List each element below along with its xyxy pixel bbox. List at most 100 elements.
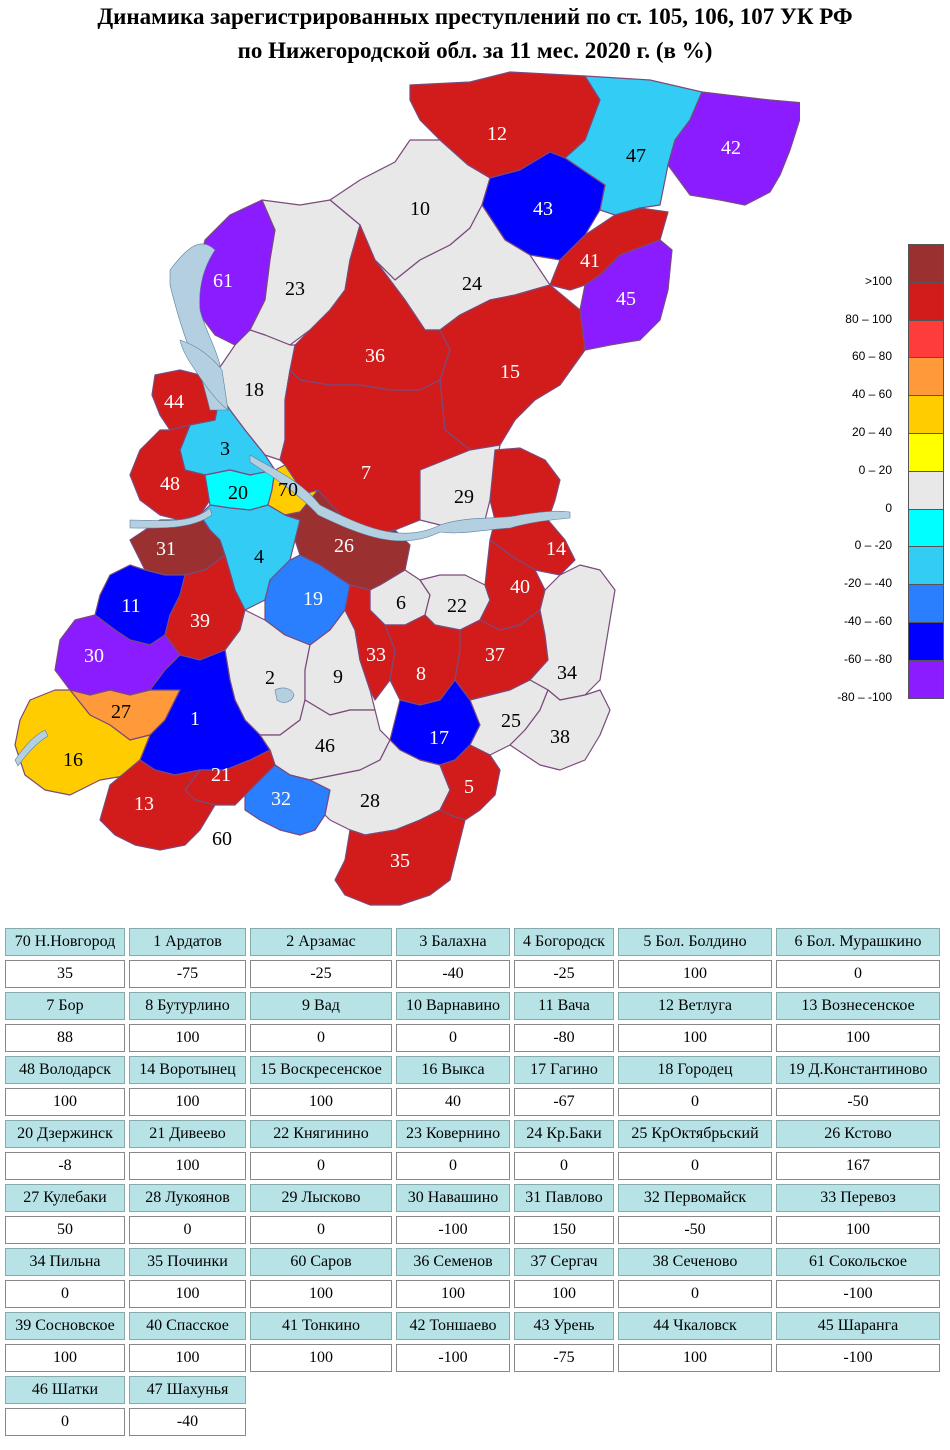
district-name-cell: 11 Вача [514,992,614,1020]
water-body-5 [274,687,295,703]
table-value-row: 35 -75 -25 -40 -25 100 0 [3,958,947,990]
title-line-1: Динамика зарегистрированных преступлений… [97,4,853,29]
legend-label: >100 [864,273,892,288]
district-label-47: 47 [626,145,646,167]
district-name-cell: 33 Перевоз [776,1184,940,1212]
district-table: 70 Н.Новгород 1 Ардатов 2 Арзамас 3 Балахна… [3,926,947,1438]
district-value-cell: 100 [250,1280,392,1308]
legend-swatch [908,281,944,321]
district-value-cell: 0 [5,1408,125,1436]
district-name-cell: 27 Кулебаки [5,1184,125,1212]
district-label-16: 16 [63,749,83,771]
district-value-cell: 0 [396,1152,510,1180]
legend-swatch [908,470,944,510]
district-label-43: 43 [533,198,553,220]
district-name-cell: 12 Ветлуга [618,992,772,1020]
district-value-cell: -75 [129,960,246,988]
district-name-cell: 70 Н.Новгород [5,928,125,956]
district-value-cell: 100 [129,1344,246,1372]
district-value-cell: 0 [250,1152,392,1180]
district-name-cell: 22 Княгинино [250,1120,392,1148]
water-body-4 [14,729,49,767]
district-label-37: 37 [485,644,505,666]
district-value-cell: 50 [5,1216,125,1244]
district-name-cell: 25 КрОктябрьский [618,1120,772,1148]
table-header-row: 46 Шатки 47 Шахунья [3,1374,947,1406]
district-label-34: 34 [557,662,577,684]
table-header-row: 7 Бор 8 Бутурлино 9 Вад 10 Варнавино 11 Вача… [3,990,947,1022]
district-name-cell: 20 Дзержинск [5,1120,125,1148]
district-value-cell: -100 [396,1216,510,1244]
district-label-21: 21 [211,764,231,786]
legend-label: -60 – -80 [843,651,892,666]
district-value-cell: -40 [129,1408,246,1436]
legend-label: 60 – 80 [851,349,892,364]
district-name-cell: 7 Бор [5,992,125,1020]
district-value-cell: 100 [250,1088,392,1116]
district-label-61: 61 [213,270,233,292]
legend-label: 80 – 100 [845,311,892,326]
district-label-44: 44 [164,391,184,413]
district-name-cell: 38 Сеченово [618,1248,772,1276]
district-value-cell: 100 [776,1024,940,1052]
district-label-36: 36 [365,345,385,367]
district-label-29: 29 [454,486,474,508]
district-region-13 [99,759,216,851]
district-value-cell: 100 [776,1216,940,1244]
district-label-39: 39 [190,610,210,632]
district-name-cell: 34 Пильна [5,1248,125,1276]
district-label-27: 27 [111,701,131,723]
district-name-cell: 60 Саров [250,1248,392,1276]
table-value-row: 50 0 0 -100 150 -50 100 [3,1214,947,1246]
district-value-cell: 0 [618,1152,772,1180]
legend-label: -80 – -100 [837,689,892,704]
map-legend: >100 80 – 100 60 – 80 40 – 60 20 – 40 0 – 20 0… [820,244,950,704]
district-label-12: 12 [487,123,507,145]
district-label-13: 13 [134,793,154,815]
district-name-cell: 47 Шахунья [129,1376,246,1404]
district-name-cell: 17 Гагино [514,1056,614,1084]
legend-swatch [908,357,944,397]
district-label-6: 6 [396,592,406,614]
district-value-cell: 100 [129,1280,246,1308]
district-label-38: 38 [550,726,570,748]
district-name-cell: 48 Володарск [5,1056,125,1084]
district-label-46: 46 [315,735,335,757]
district-label-22: 22 [447,595,467,617]
district-label-5: 5 [464,776,474,798]
legend-swatch [908,319,944,359]
district-value-cell: -8 [5,1152,125,1180]
district-value-cell: 0 [250,1216,392,1244]
district-name-cell: 8 Бутурлино [129,992,246,1020]
district-name-cell: 13 Вознесенское [776,992,940,1020]
legend-swatch [908,622,944,661]
table-value-row: 88 100 0 0 -80 100 100 [3,1022,947,1054]
district-value-cell: 0 [618,1280,772,1308]
district-label-11: 11 [121,595,140,617]
legend-swatch [908,244,944,283]
district-name-cell: 9 Вад [250,992,392,1020]
map-title: Динамика зарегистрированных преступлений… [0,0,950,68]
water-body-3 [129,507,213,529]
district-value-cell: 0 [776,960,940,988]
district-region-5 [439,744,501,821]
legend-label: 40 – 60 [851,387,892,402]
map-water [14,243,571,767]
district-value-cell: 40 [396,1088,510,1116]
district-value-cell: 100 [618,1024,772,1052]
district-label-1: 1 [190,708,200,730]
legend-swatch [908,584,944,623]
district-value-cell: -80 [514,1024,614,1052]
table-header-row: 70 Н.Новгород 1 Ардатов 2 Арзамас 3 Балахна… [3,926,947,958]
district-label-35: 35 [390,850,410,872]
district-value-cell: 100 [618,1344,772,1372]
legend-swatch [908,395,944,434]
district-name-cell: 45 Шаранга [776,1312,940,1340]
district-label-60: 60 [212,828,232,850]
district-name-cell: 15 Воскресенское [250,1056,392,1084]
district-value-cell: 0 [396,1024,510,1052]
district-value-cell: -75 [514,1344,614,1372]
district-label-9: 9 [333,666,343,688]
district-label-40: 40 [510,576,530,598]
district-label-10: 10 [410,198,430,220]
